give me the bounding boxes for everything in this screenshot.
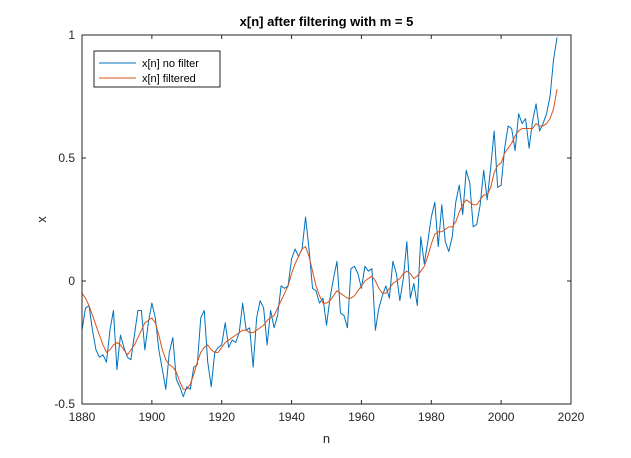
x-tick-label: 1880: [69, 410, 96, 424]
y-tick-label: 0.5: [58, 151, 75, 165]
x-tick-label: 1900: [139, 410, 166, 424]
ticks-layer: 1880 1900 1920 1940 1960 1980 2000 2020 -0.5 0 0.5…: [54, 28, 584, 424]
x-tick-label: 1960: [348, 410, 375, 424]
y-tick-label: 0: [68, 274, 75, 288]
legend: x[n] no filter x[n] filtered: [93, 50, 221, 88]
x-tick-label: 1920: [208, 410, 235, 424]
y-axis-label: x: [34, 216, 49, 223]
legend-box: [93, 50, 221, 88]
y-tick-label: -0.5: [54, 397, 75, 411]
series-layer: [81, 37, 558, 398]
x-tick-label: 1980: [418, 410, 445, 424]
y-tick-label: 1: [68, 28, 75, 42]
x-tick-label: 2020: [558, 410, 585, 424]
x-axis-label: n: [323, 431, 330, 446]
chart-title: x[n] after filtering with m = 5: [240, 14, 414, 29]
x-tick-label: 2000: [488, 410, 515, 424]
legend-label-2: x[n] filtered: [142, 73, 196, 85]
series-line-1: [81, 37, 558, 398]
axes-box: [81, 34, 572, 405]
x-tick-label: 1940: [278, 410, 305, 424]
legend-label-1: x[n] no filter: [142, 58, 199, 70]
series-line-2: [81, 89, 558, 390]
